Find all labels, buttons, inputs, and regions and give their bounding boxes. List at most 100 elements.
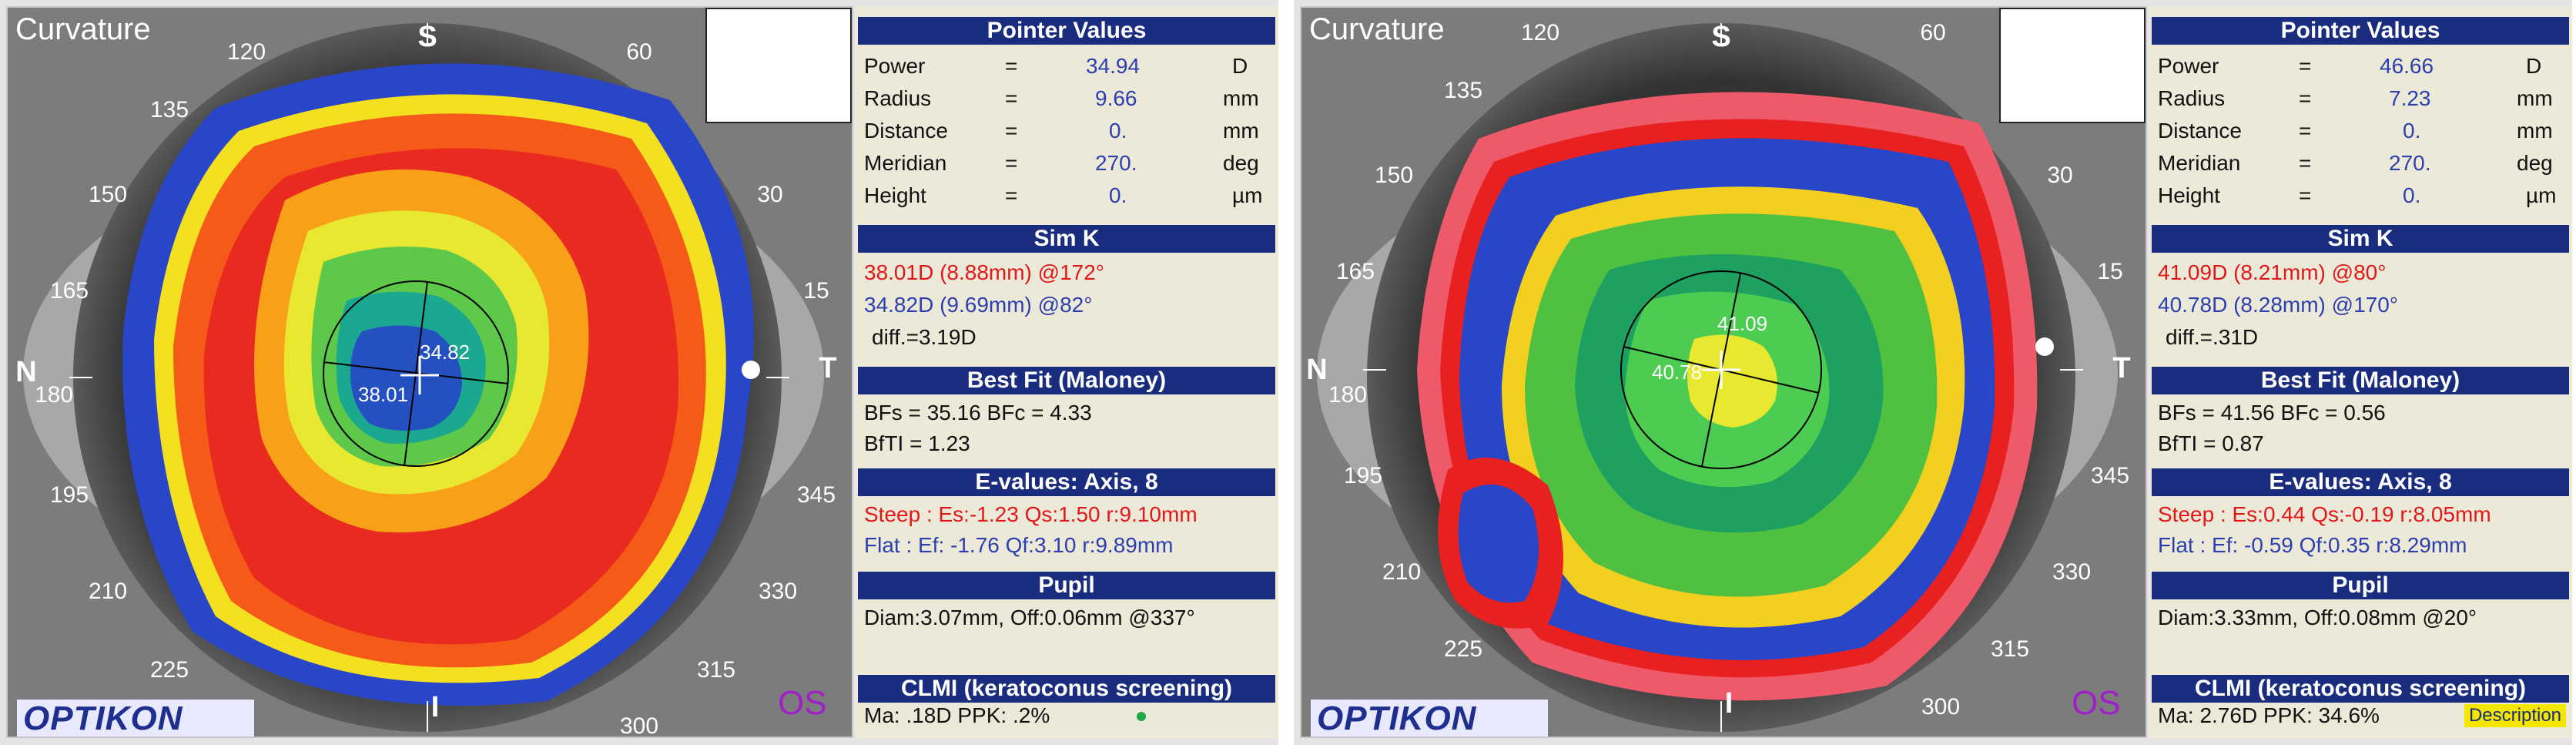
evalues-steep: Steep : Es:0.44 Qs:-0.19 r:8.05mm: [2158, 502, 2491, 526]
meridian-label-225: 225: [149, 657, 189, 683]
legend-box: [1999, 8, 2146, 123]
pv-row-power: Power: [864, 51, 925, 82]
eye-label: OS: [778, 684, 827, 722]
pv-unit: D: [2526, 54, 2542, 78]
meridian-label-150: 150: [88, 182, 128, 207]
inferior-label: I: [430, 691, 440, 723]
pv-unit: µm: [1232, 183, 1263, 207]
pupil-line: Diam:3.07mm, Off:0.06mm @337°: [864, 606, 1195, 629]
clmi-line: Ma: 2.76D PPK: 34.6%: [2158, 703, 2380, 727]
pv-eq: =: [1005, 86, 1018, 110]
pv-label-meridian: Meridian: [864, 151, 947, 175]
meridian-label-30: 30: [2047, 163, 2073, 188]
meridian-label-330: 330: [758, 579, 798, 604]
curvature-map[interactable]: Curvature 120 60 135 150 30 165 15 N T 1…: [6, 6, 853, 738]
meridian-label-195: 195: [49, 482, 89, 508]
meridian-label-330: 330: [2052, 559, 2092, 585]
pv-unit: µm: [2526, 183, 2557, 207]
pv-value-distance: 0.: [1109, 119, 1127, 143]
evalues-steep: Steep : Es:-1.23 Qs:1.50 r:9.10mm: [864, 502, 1198, 526]
nasal-label: N: [15, 356, 37, 388]
meridian-label-165: 165: [49, 278, 89, 304]
bestfit-line2: BfTI = 0.87: [2158, 431, 2264, 455]
pv-value-radius: 7.23: [2389, 86, 2431, 110]
meridian-label-180: 180: [34, 382, 74, 408]
simk-flat: 34.82D (9.69mm) @82°: [864, 293, 1093, 317]
inferior-label: I: [1724, 687, 1734, 720]
meridian-label-15: 15: [2097, 259, 2123, 284]
pv-value-distance: 0.: [2403, 119, 2421, 143]
simk-header: Sim K: [2152, 225, 2569, 253]
bestfit-line2: BfTI = 1.23: [864, 431, 970, 455]
pv-unit: mm: [2517, 86, 2553, 110]
pv-unit: mm: [1223, 119, 1259, 143]
pv-eq: =: [2299, 54, 2312, 78]
evalues-header: E-values: Axis, 8: [858, 468, 1275, 496]
pv-label: Power: [864, 54, 926, 78]
pointer-values-header: Pointer Values: [858, 17, 1275, 45]
description-button[interactable]: Description: [2464, 704, 2566, 727]
simk-diff: diff.=3.19D: [872, 325, 976, 349]
meridian-label-120: 120: [226, 39, 266, 65]
superior-label: S: [1711, 21, 1731, 53]
pointer-values-header: Pointer Values: [2152, 17, 2569, 45]
topography-panel-right: Curvature 120 60 135 150 30 165 15 N T 1…: [1294, 0, 2572, 745]
pv-unit: D: [1232, 54, 1248, 78]
map-title: Curvature: [1309, 12, 1445, 46]
pv-value-height: 0.: [1109, 183, 1127, 207]
pv-label-meridian: Meridian: [2158, 151, 2241, 175]
pv-label-radius: Radius: [2158, 86, 2226, 110]
meridian-label-30: 30: [757, 182, 783, 207]
pv-unit: deg: [1223, 151, 1259, 175]
pv-value-height: 0.: [2403, 183, 2421, 207]
info-column: Pointer Values Power = 34.94 D Radius = …: [855, 6, 1278, 738]
pv-eq: =: [2299, 151, 2312, 175]
center-value-lower: 38.01: [358, 383, 409, 406]
bestfit-line1: BFs = 35.16 BFc = 4.33: [864, 401, 1092, 425]
pv-eq: =: [1005, 54, 1018, 78]
pv-label-height: Height: [864, 183, 926, 207]
pv-eq: =: [1005, 151, 1018, 175]
meridian-label-345: 345: [2090, 463, 2130, 488]
optikon-logo: OPTIKON: [1311, 700, 1548, 737]
curvature-map-graphic: [8, 8, 852, 737]
pv-unit: mm: [2517, 119, 2553, 143]
temporal-label: T: [819, 352, 837, 384]
meridian-label-210: 210: [88, 579, 128, 604]
clmi-header: CLMI (keratoconus screening): [858, 675, 1275, 703]
legend-box: [705, 8, 852, 123]
meridian-label-120: 120: [1520, 20, 1560, 45]
meridian-label-300: 300: [1921, 694, 1961, 720]
optikon-logo: OPTIKON: [17, 700, 254, 737]
topography-panel-left: Curvature 120 60 135 150 30 165 15 N T 1…: [0, 0, 1278, 745]
pv-label-distance: Distance: [864, 119, 948, 143]
pv-label-radius: Radius: [864, 86, 932, 110]
evalues-header: E-values: Axis, 8: [2152, 468, 2569, 496]
nasal-label: N: [1306, 354, 1328, 386]
pv-value-radius: 9.66: [1095, 86, 1137, 110]
bestfit-header: Best Fit (Maloney): [2152, 367, 2569, 394]
pv-eq: =: [1005, 119, 1018, 143]
pv-eq: =: [1005, 183, 1018, 207]
center-value-upper: 34.82: [420, 341, 471, 364]
meridian-label-150: 150: [1374, 163, 1414, 188]
meridian-label-15: 15: [803, 278, 829, 304]
meridian-label-165: 165: [1335, 259, 1375, 284]
meridian-label-315: 315: [1990, 636, 2030, 662]
meridian-label-60: 60: [1920, 20, 1946, 45]
pv-value-power: 46.66: [2380, 54, 2434, 78]
clmi-line: Ma: .18D PPK: .2%: [864, 703, 1050, 727]
curvature-map-graphic: [1301, 8, 2146, 737]
meridian-label-180: 180: [1328, 382, 1368, 408]
simk-steep: 41.09D (8.21mm) @80°: [2158, 260, 2387, 284]
simk-diff: diff.=.31D: [2166, 325, 2259, 349]
evalues-flat: Flat : Ef: -1.76 Qf:3.10 r:9.89mm: [864, 533, 1174, 557]
meridian-label-225: 225: [1443, 636, 1483, 662]
curvature-map[interactable]: Curvature 120 60 135 150 30 165 15 N T 1…: [1300, 6, 2147, 738]
pv-unit: deg: [2517, 151, 2553, 175]
meridian-label-345: 345: [796, 482, 836, 508]
center-value-upper: 41.09: [1717, 312, 1768, 335]
meridian-label-195: 195: [1343, 463, 1383, 488]
pv-label-distance: Distance: [2158, 119, 2242, 143]
pv-eq: =: [2299, 119, 2312, 143]
